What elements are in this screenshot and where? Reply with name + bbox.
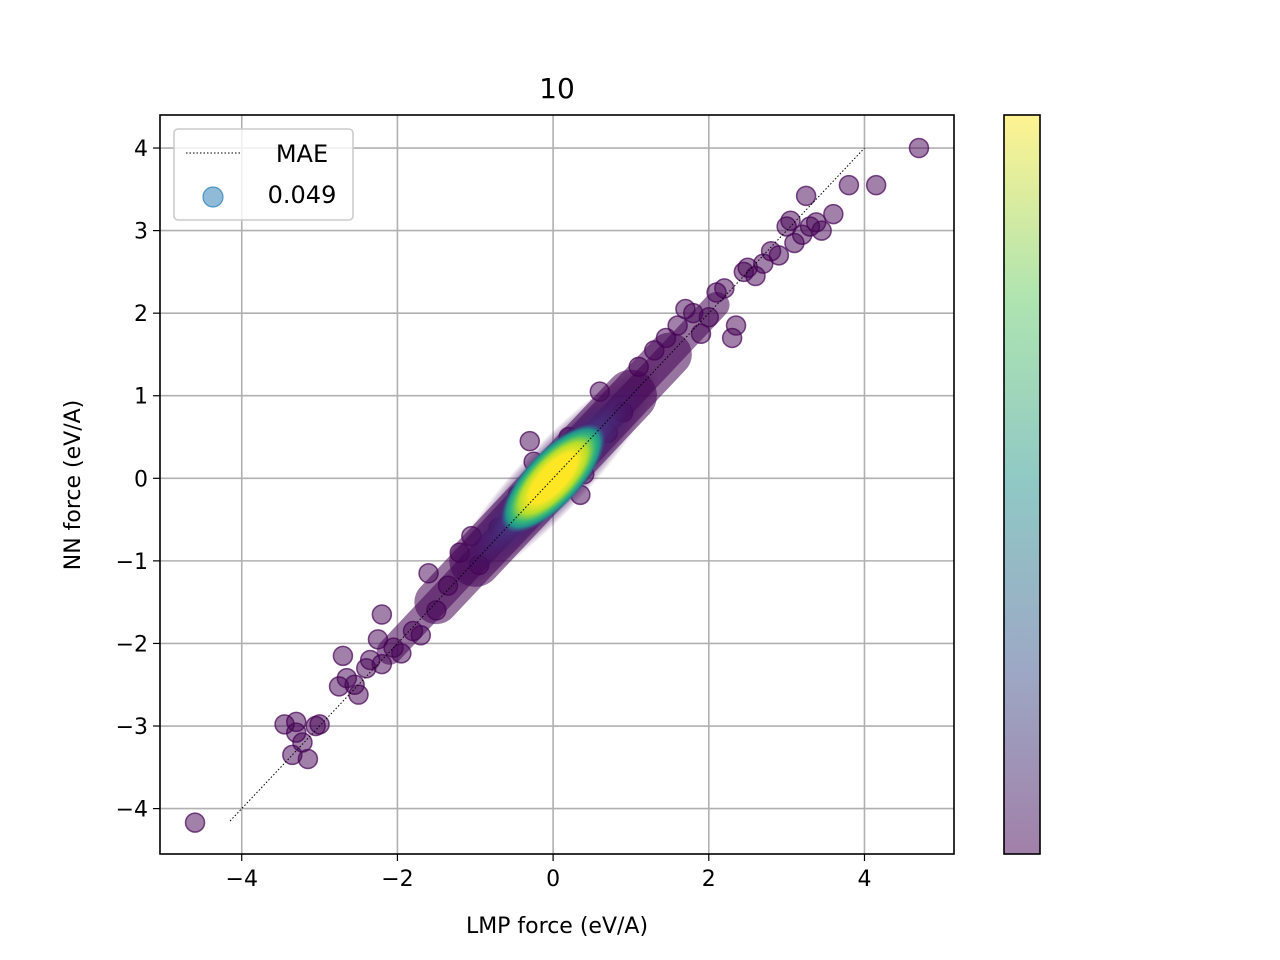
- x-axis-ticks: −4 −2 0 2 4: [226, 854, 871, 892]
- y-tick-label: 0: [134, 467, 148, 492]
- legend-marker: [202, 186, 224, 208]
- colorbar: [1003, 114, 1041, 855]
- scatter-point: [667, 315, 688, 336]
- scatter-point: [714, 278, 735, 299]
- scatter-point: [823, 203, 844, 225]
- scatter-point: [795, 185, 817, 207]
- x-tick-label: 0: [546, 867, 560, 892]
- colorbar-gradient: [1004, 115, 1040, 854]
- reference-line: [229, 147, 865, 822]
- scatter-point: [391, 643, 412, 664]
- legend-label-value: 0.049: [268, 181, 337, 209]
- scatter-point: [184, 812, 206, 833]
- scatter-point: [371, 604, 393, 625]
- colorbar-frame: [1003, 114, 1041, 855]
- chart-title: 10: [539, 72, 575, 105]
- data-points: [184, 137, 930, 833]
- scatter-point: [698, 307, 720, 328]
- scatter-point: [780, 210, 801, 231]
- scatter-point: [418, 563, 439, 584]
- scatter-point: [768, 245, 790, 266]
- x-tick-label: 4: [857, 867, 871, 892]
- y-axis-ticks: −4 −3 −2 −1 0 1 2 3 4: [116, 137, 160, 823]
- plot-frame: [159, 114, 955, 855]
- scatter-point: [410, 624, 432, 646]
- scatter-point: [519, 430, 541, 452]
- scatter-point: [865, 174, 887, 196]
- scatter-point: [838, 174, 860, 196]
- scatter-point: [725, 315, 747, 336]
- y-tick-label: −3: [116, 715, 148, 740]
- y-tick-label: 2: [134, 302, 148, 327]
- x-tick-label: 2: [702, 867, 716, 892]
- scatter-point: [309, 714, 330, 735]
- y-tick-label: 3: [134, 220, 148, 245]
- x-tick-label: −2: [381, 867, 413, 892]
- y-tick-label: −1: [116, 550, 148, 575]
- legend-label-mae: MAE: [276, 140, 328, 168]
- scatter-point: [426, 600, 447, 621]
- scatter-point: [371, 653, 393, 675]
- scatter-point: [908, 137, 930, 159]
- scatter-point: [655, 327, 677, 349]
- scatter-point: [644, 340, 665, 361]
- x-axis-label: LMP force (eV/A): [466, 914, 648, 939]
- scatter-point: [348, 684, 369, 705]
- scatter-point: [690, 323, 712, 345]
- legend: MAE 0.049: [173, 128, 354, 221]
- scatter-point: [332, 645, 354, 667]
- y-tick-label: −4: [116, 798, 148, 823]
- x-tick-label: −4: [226, 867, 258, 892]
- y-axis-label: NN force (eV/A): [61, 400, 86, 571]
- y-tick-label: 4: [134, 137, 148, 162]
- y-tick-label: −2: [116, 632, 148, 657]
- scatter-point: [285, 711, 307, 733]
- scatter-point: [297, 748, 319, 770]
- y-tick-label: 1: [134, 385, 148, 410]
- scatter-point: [811, 220, 832, 241]
